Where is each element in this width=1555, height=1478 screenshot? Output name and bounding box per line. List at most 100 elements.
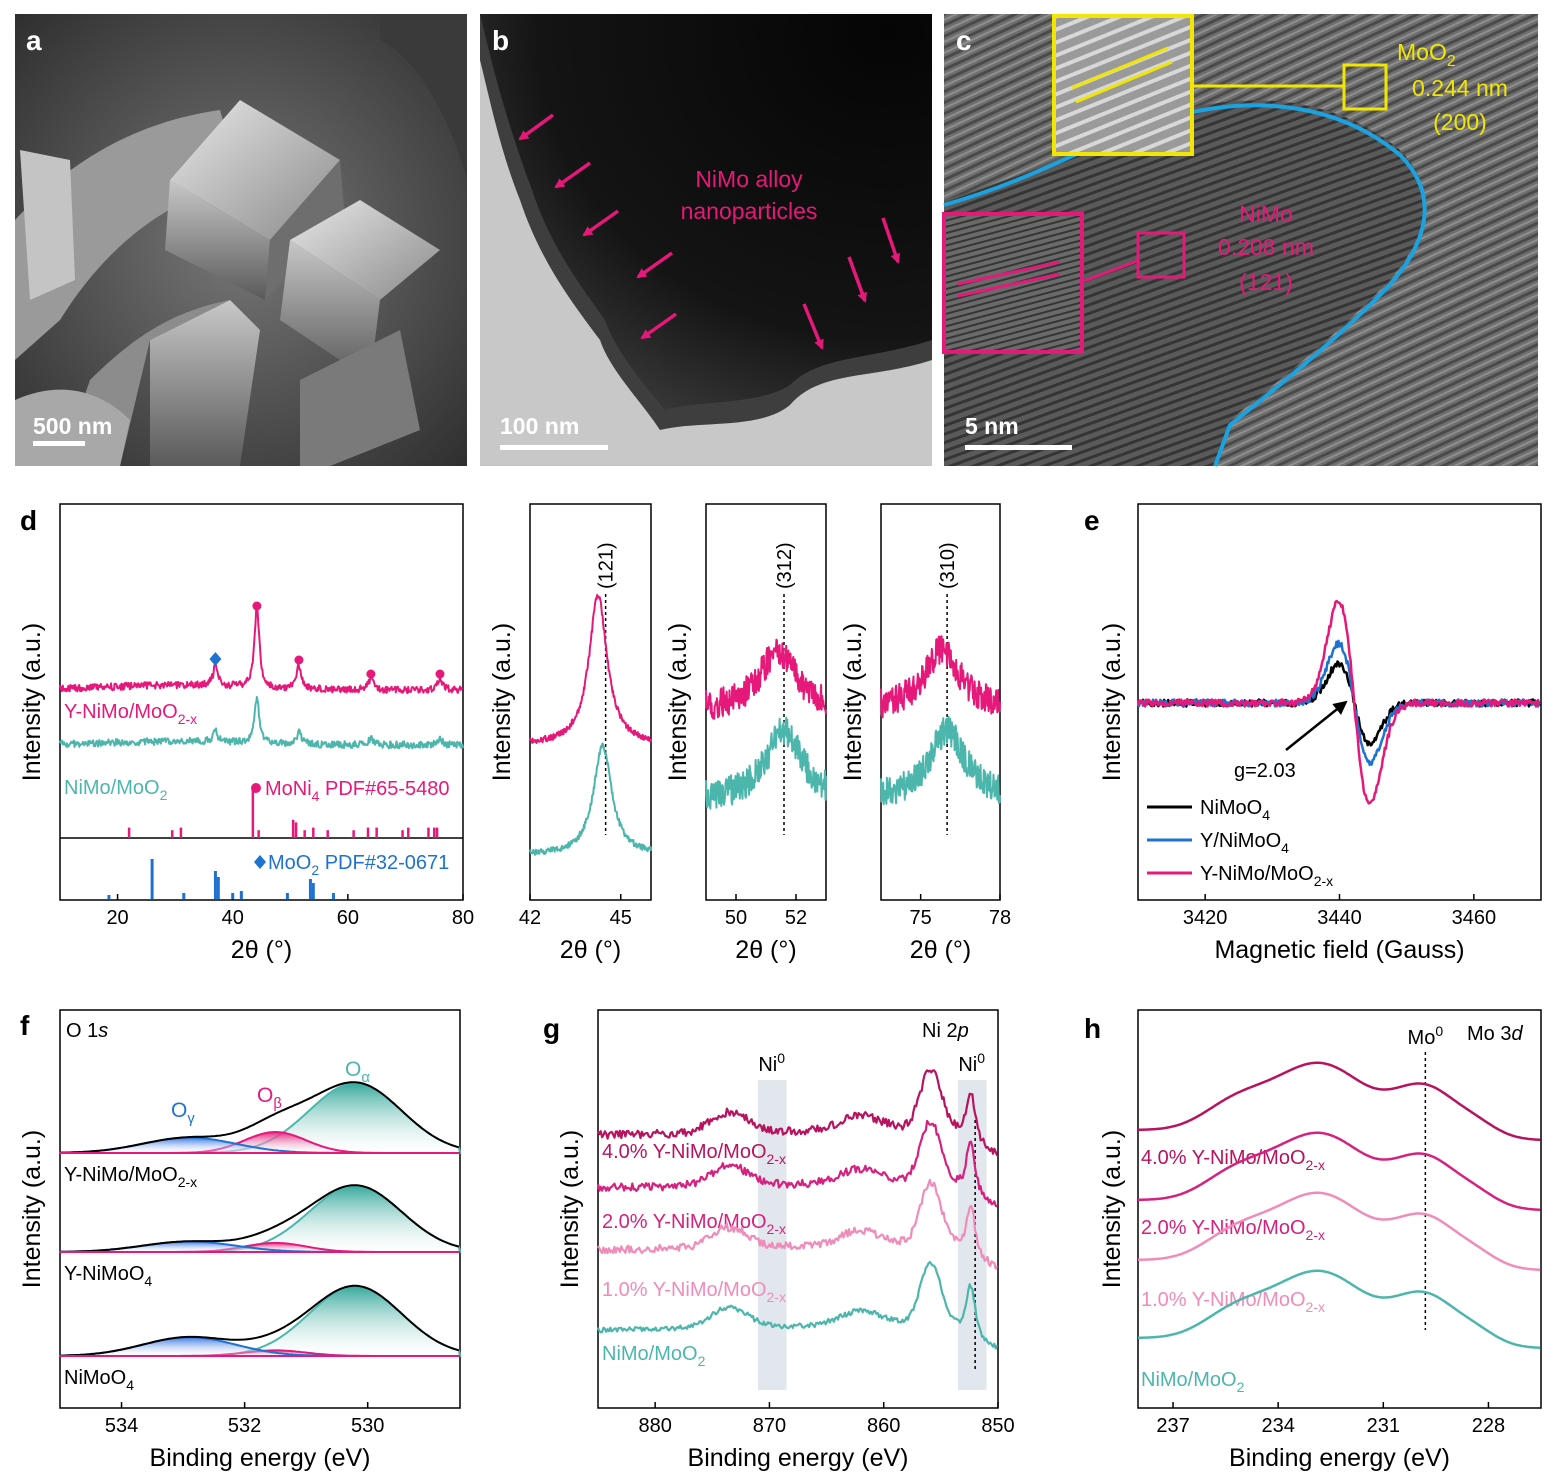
panel-label-b: b [492, 25, 509, 56]
moo2-lattice-line-1 [1071, 46, 1169, 90]
moo2-region-box [1342, 63, 1388, 111]
nimo-phase-label: NiMo [1239, 201, 1293, 227]
mo3d-series-label-2: 1.0% Y-NiMo/MoO2-x [1141, 1289, 1325, 1315]
mo-ni4-marker [366, 669, 376, 679]
mo0-label: Mo0 [1408, 1023, 1444, 1049]
y-axis-label: Intensity (a.u.) [556, 1130, 584, 1288]
moo2-marker [209, 652, 222, 666]
x-tick-label: 40 [222, 907, 244, 929]
x-tick-label: 237 [1156, 1415, 1189, 1437]
ni2p-series-1 [596, 1119, 998, 1208]
scale-bar-label-c: 5 nm [965, 413, 1019, 439]
x-axis-label: 2θ (°) [231, 936, 292, 964]
o-alpha-label: Oα [345, 1058, 370, 1086]
o1s-component-alpha [60, 1284, 462, 1357]
panel-label-a: a [26, 25, 42, 56]
mo3d-series-3 [1138, 1269, 1541, 1350]
ni2p-series-2 [597, 1178, 999, 1270]
nimo-lattice-line-1 [957, 260, 1061, 286]
mo3d-series-label-0: 4.0% Y-NiMo/MoO2-x [1141, 1147, 1325, 1173]
x-tick-label: 45 [610, 907, 632, 929]
o-beta-label: Oβ [257, 1084, 282, 1112]
panel-label-e: e [1084, 505, 1100, 536]
y-axis-label: Intensity (a.u.) [839, 623, 867, 781]
epr-legend-label-0: NiMoO4 [1200, 797, 1270, 823]
panel-a-sem-image [15, 14, 467, 466]
plot-frame [529, 503, 652, 901]
x-axis-label: Magnetic field (Gauss) [1214, 936, 1464, 964]
zoom-series-0 [529, 594, 652, 744]
x-tick-label: 60 [337, 907, 359, 929]
scale-bar-b [500, 445, 608, 450]
x-tick-label: 20 [106, 907, 128, 929]
panel-label-c: c [956, 25, 972, 56]
moo2-phase-label: MoO2 [1397, 39, 1456, 70]
x-tick-label: 52 [785, 907, 807, 929]
x-tick-label: 850 [981, 1415, 1014, 1437]
plot-frame [59, 503, 464, 901]
ni2p-series-0 [597, 1069, 999, 1156]
x-tick-label: 534 [105, 1415, 138, 1437]
scale-bar-label-a: 500 nm [33, 413, 112, 439]
g-value-label: g=2.03 [1234, 760, 1296, 782]
x-axis-label: Binding energy (eV) [1229, 1444, 1450, 1472]
mo3d-series-2 [1138, 1191, 1541, 1272]
chart-g-ni2p: g 880 870 860 850 Binding energy (eV) Intensit… [543, 1009, 1015, 1472]
x-tick-label: 880 [638, 1415, 671, 1437]
o1s-title: O 1s [66, 1020, 108, 1042]
mo-ni4-marker [435, 669, 445, 679]
epr-series-2 [1136, 599, 1541, 805]
x-tick-label: 3440 [1317, 907, 1362, 929]
mo3d-series-label-1: 2.0% Y-NiMo/MoO2-x [1141, 1217, 1325, 1243]
x-tick-label: 78 [989, 907, 1011, 929]
mo-ni4-marker [294, 655, 304, 665]
o-gamma-label: Oγ [171, 1099, 195, 1127]
x-axis-label: 2θ (°) [910, 936, 971, 964]
ni2p-series-label-2: 1.0% Y-NiMo/MoO2-x [602, 1279, 786, 1305]
zoom-series-0 [705, 638, 827, 720]
x-tick-label: 75 [910, 907, 932, 929]
o1s-component-alpha [60, 1184, 462, 1253]
x-tick-label: 231 [1367, 1415, 1400, 1437]
panel-label-d: d [20, 505, 37, 536]
ni2p-title: Ni 2p [922, 1020, 969, 1042]
o1s-envelope-2 [60, 1284, 460, 1357]
plot-frame [1137, 1009, 1542, 1409]
plane-label: (312) [774, 542, 796, 589]
xrd-series-label-1: NiMo/MoO2 [64, 777, 168, 803]
zoom-series-0 [880, 635, 1001, 719]
panel-b-tem-image [480, 14, 932, 466]
zoom-series-1 [705, 716, 827, 810]
o1s-series-label-1: Y-NiMoO4 [64, 1263, 152, 1289]
x-tick-label: 50 [725, 907, 747, 929]
x-tick-label: 3460 [1452, 907, 1497, 929]
nimo-connector [1083, 258, 1141, 283]
nanoparticle-arrows [518, 113, 901, 350]
ni2p-series-label-3: NiMo/MoO2 [602, 1343, 706, 1369]
xrd-series-1 [59, 696, 464, 750]
moni4-legend-label: MoNi4 PDF#65-5480 [265, 778, 450, 804]
plane-label: (310) [937, 542, 959, 589]
chart-d-xrd: d 20 40 60 80 2θ (°) Intensity (a.u.) Y-NiMo/Mo… [18, 503, 474, 964]
o1s-series-label-0: Y-NiMo/MoO2-x [64, 1164, 197, 1190]
nimo-spacing-label: 0.208 nm [1218, 234, 1314, 260]
mo3d-series-label-3: NiMo/MoO2 [1141, 1369, 1245, 1395]
panel-label-g: g [543, 1013, 560, 1044]
moo2-legend-marker [254, 855, 266, 869]
chart-d-zoom-310: 75 78 2θ (°) Intensity (a.u.) (310) [839, 503, 1011, 964]
ni0-label: Ni0 [758, 1050, 785, 1076]
epr-legend-label-1: Y/NiMoO4 [1200, 830, 1289, 856]
x-tick-label: 530 [351, 1415, 384, 1437]
x-axis-label: Binding energy (eV) [688, 1444, 909, 1472]
nimo-annotation-line2: nanoparticles [681, 198, 818, 224]
scale-bar-label-b: 100 nm [500, 413, 579, 439]
moo2-inset [1052, 14, 1194, 156]
y-axis-label: Intensity (a.u.) [664, 623, 692, 781]
x-axis-label: 2θ (°) [735, 936, 796, 964]
mo3d-title: Mo 3d [1467, 1023, 1523, 1045]
moni4-legend-marker [251, 783, 261, 793]
epr-legend-label-2: Y-NiMo/MoO2-x [1200, 863, 1333, 889]
x-axis-label: Binding energy (eV) [150, 1444, 371, 1472]
y-axis-label: Intensity (a.u.) [1098, 1130, 1126, 1288]
